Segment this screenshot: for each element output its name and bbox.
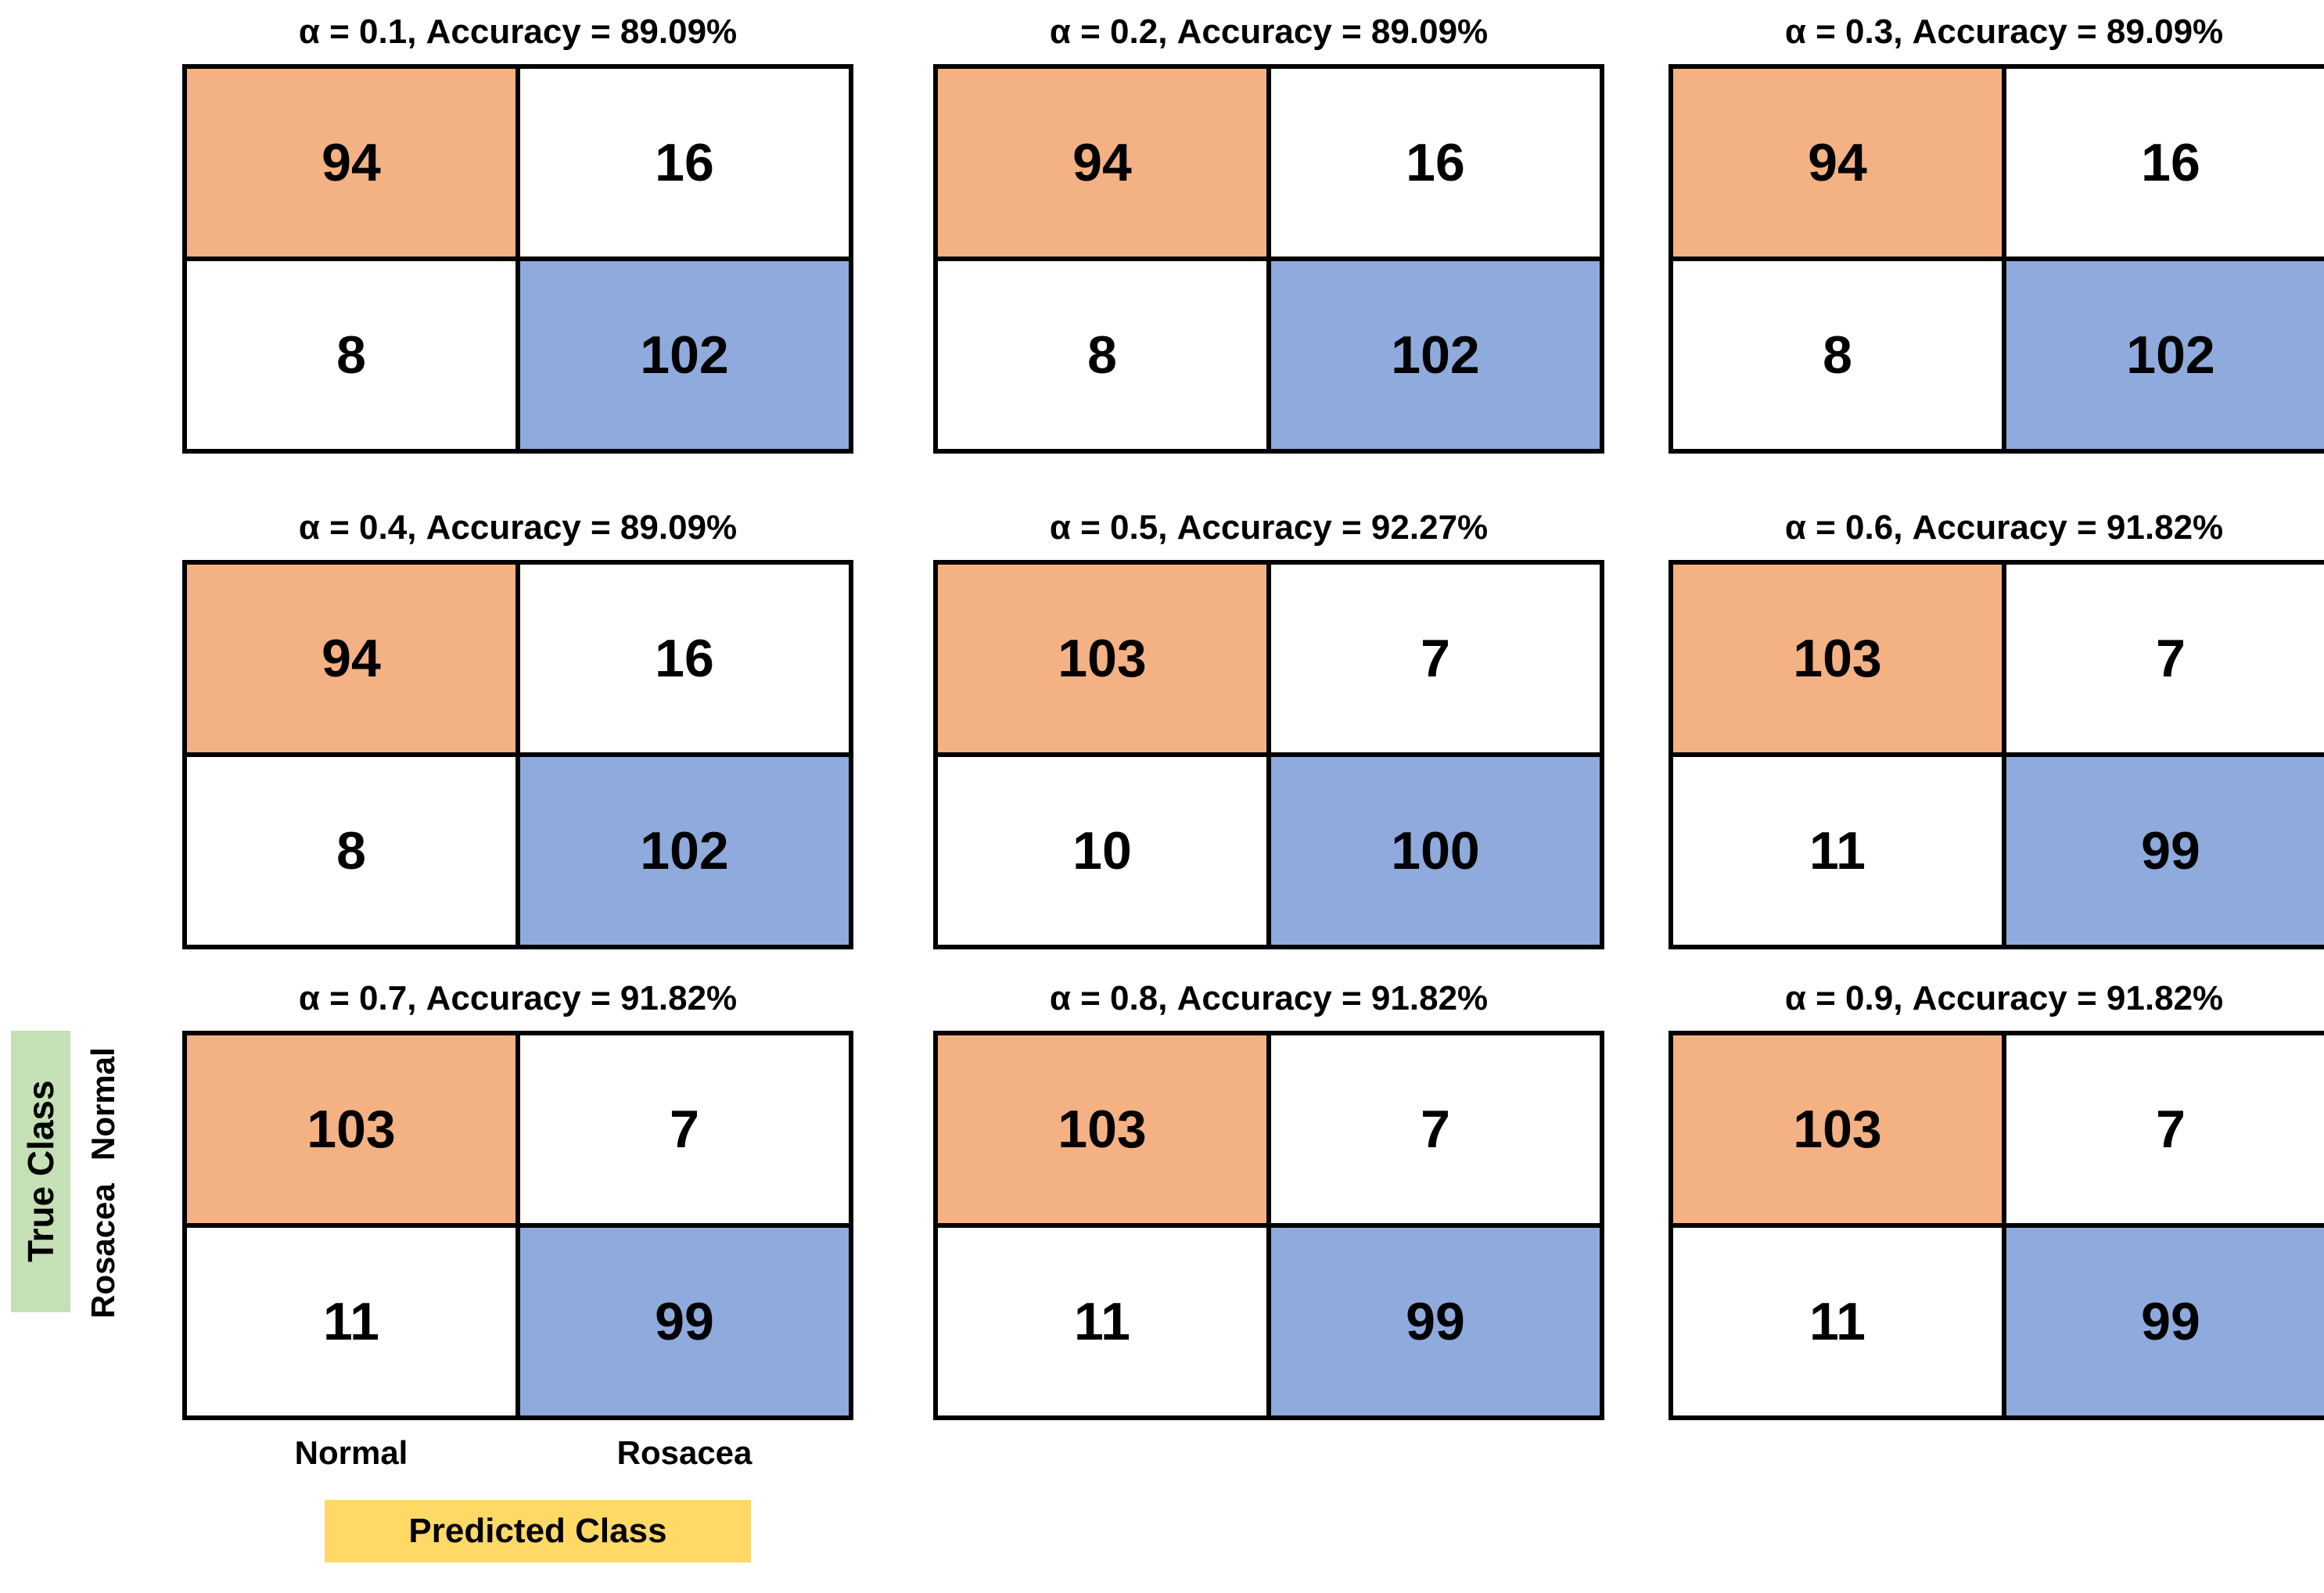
- cell-true-rosacea-pred-normal: 8: [938, 261, 1266, 449]
- cell-true-normal-pred-rosacea: 16: [520, 69, 849, 257]
- panel-title: α = 0.1, Accuracy = 89.09%: [298, 13, 738, 51]
- panel-title: α = 0.9, Accuracy = 91.82%: [1784, 979, 2224, 1017]
- panel-title: α = 0.8, Accuracy = 91.82%: [1049, 979, 1489, 1017]
- cell-true-normal-pred-normal: 94: [187, 565, 515, 752]
- confusion-matrix: 103 7 11 99: [1668, 1031, 2324, 1420]
- column-label-rosacea: Rosacea: [616, 1434, 753, 1471]
- cell-true-normal-pred-normal: 103: [938, 1035, 1266, 1223]
- cell-true-normal-pred-normal: 103: [938, 565, 1266, 752]
- cell-true-rosacea-pred-normal: 11: [1673, 1228, 2002, 1415]
- confusion-matrix-panel-alpha-0-9: α = 0.9, Accuracy = 91.82% 103 7 11 99: [1668, 976, 2324, 1420]
- cell-true-rosacea-pred-normal: 11: [187, 1228, 515, 1415]
- confusion-matrix: 103 7 11 99: [1668, 560, 2324, 949]
- cell-true-normal-pred-rosacea: 16: [2006, 69, 2324, 257]
- cell-true-rosacea-pred-normal: 8: [187, 757, 515, 945]
- panel-title: α = 0.4, Accuracy = 89.09%: [298, 508, 738, 547]
- x-axis-label: Predicted Class: [325, 1500, 751, 1563]
- cell-true-rosacea-pred-rosacea: 100: [1271, 757, 1600, 945]
- cell-true-normal-pred-rosacea: 16: [1271, 69, 1600, 257]
- panel-title: α = 0.7, Accuracy = 91.82%: [298, 979, 738, 1017]
- cell-true-normal-pred-normal: 94: [187, 69, 515, 257]
- confusion-matrix: 94 16 8 102: [182, 64, 853, 454]
- confusion-matrix: 94 16 8 102: [933, 64, 1604, 454]
- column-label-normal: Normal: [294, 1434, 408, 1471]
- cell-true-rosacea-pred-rosacea: 99: [2006, 1228, 2324, 1415]
- cell-true-rosacea-pred-rosacea: 102: [520, 757, 849, 945]
- panel-title: α = 0.6, Accuracy = 91.82%: [1784, 508, 2224, 547]
- confusion-matrix-panel-alpha-0-6: α = 0.6, Accuracy = 91.82% 103 7 11 99: [1668, 505, 2324, 949]
- cell-true-normal-pred-normal: 103: [1673, 1035, 2002, 1223]
- cell-true-normal-pred-normal: 103: [187, 1035, 515, 1223]
- cell-true-normal-pred-rosacea: 7: [2006, 565, 2324, 752]
- confusion-matrix: 103 7 11 99: [933, 1031, 1604, 1420]
- confusion-matrix-panel-alpha-0-5: α = 0.5, Accuracy = 92.27% 103 7 10 100: [933, 505, 1604, 949]
- y-axis-label: True Class: [11, 1031, 70, 1312]
- panel-title: α = 0.5, Accuracy = 92.27%: [1049, 508, 1489, 547]
- row-label-rosacea: Rosacea: [84, 1183, 121, 1319]
- cell-true-normal-pred-normal: 103: [1673, 565, 2002, 752]
- cell-true-normal-pred-rosacea: 7: [2006, 1035, 2324, 1223]
- cell-true-rosacea-pred-normal: 11: [938, 1228, 1266, 1415]
- cell-true-rosacea-pred-normal: 8: [1673, 261, 2002, 449]
- confusion-matrix: 94 16 8 102: [182, 560, 853, 949]
- cell-true-normal-pred-rosacea: 7: [520, 1035, 849, 1223]
- confusion-matrix-panel-alpha-0-8: α = 0.8, Accuracy = 91.82% 103 7 11 99: [933, 976, 1604, 1420]
- confusion-matrix-panel-alpha-0-4: α = 0.4, Accuracy = 89.09% 94 16 8 102: [182, 505, 853, 949]
- confusion-matrix-panel-alpha-0-2: α = 0.2, Accuracy = 89.09% 94 16 8 102: [933, 9, 1604, 454]
- confusion-matrix-panel-alpha-0-3: α = 0.3, Accuracy = 89.09% 94 16 8 102: [1668, 9, 2324, 454]
- cell-true-normal-pred-normal: 94: [938, 69, 1266, 257]
- confusion-matrix-panel-alpha-0-1: α = 0.1, Accuracy = 89.09% 94 16 8 102: [182, 9, 853, 454]
- row-label-normal: Normal: [84, 1047, 121, 1161]
- cell-true-rosacea-pred-normal: 8: [187, 261, 515, 449]
- cell-true-rosacea-pred-rosacea: 102: [1271, 261, 1600, 449]
- cell-true-rosacea-pred-normal: 10: [938, 757, 1266, 945]
- cell-true-normal-pred-rosacea: 7: [1271, 565, 1600, 752]
- cell-true-normal-pred-rosacea: 7: [1271, 1035, 1600, 1223]
- cell-true-rosacea-pred-rosacea: 99: [520, 1228, 849, 1415]
- cell-true-normal-pred-normal: 94: [1673, 69, 2002, 257]
- cell-true-rosacea-pred-normal: 11: [1673, 757, 2002, 945]
- cell-true-rosacea-pred-rosacea: 99: [2006, 757, 2324, 945]
- panel-title: α = 0.2, Accuracy = 89.09%: [1049, 13, 1489, 51]
- panel-title: α = 0.3, Accuracy = 89.09%: [1784, 13, 2224, 51]
- confusion-matrix: 103 7 11 99: [182, 1031, 853, 1420]
- cell-true-rosacea-pred-rosacea: 99: [1271, 1228, 1600, 1415]
- cell-true-rosacea-pred-rosacea: 102: [2006, 261, 2324, 449]
- confusion-matrix: 94 16 8 102: [1668, 64, 2324, 454]
- confusion-matrix-panel-alpha-0-7: α = 0.7, Accuracy = 91.82% 103 7 11 99: [182, 976, 853, 1420]
- confusion-matrix: 103 7 10 100: [933, 560, 1604, 949]
- cell-true-normal-pred-rosacea: 16: [520, 565, 849, 752]
- cell-true-rosacea-pred-rosacea: 102: [520, 261, 849, 449]
